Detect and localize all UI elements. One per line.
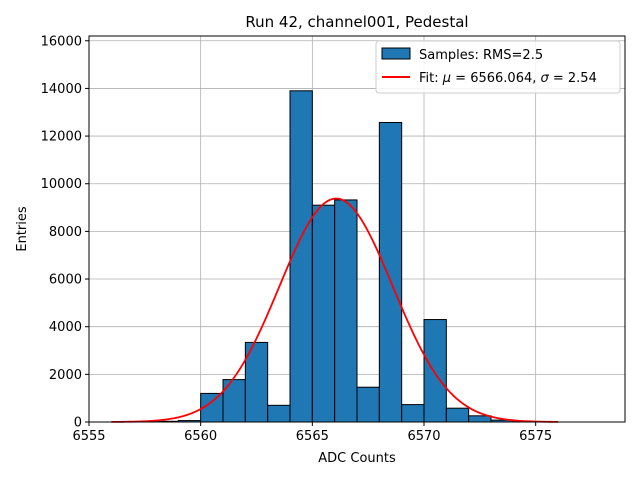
x-axis-title: ADC Counts <box>318 451 396 466</box>
legend-fit-prefix: Fit: <box>419 71 443 86</box>
histogram-bar <box>311 204 336 423</box>
legend-fit-sigma-value: = 2.54 <box>549 71 597 86</box>
y-tick-label: 8000 <box>49 225 82 240</box>
histogram-bar <box>222 379 246 423</box>
legend-label-fit: Fit: μ = 6566.064, σ = 2.54 <box>419 71 597 86</box>
legend-label-histogram: Samples: RMS=2.5 <box>419 48 543 63</box>
y-tick-label: 12000 <box>41 130 82 145</box>
y-tick-label: 6000 <box>49 273 82 288</box>
y-axis-ticks: 0 2000 4000 6000 8000 10000 12000 14000 16000 <box>41 34 89 431</box>
legend: Samples: RMS=2.5 Fit: μ = 6566.064, σ = … <box>375 40 621 94</box>
legend-box <box>375 40 621 94</box>
x-tick-label: 6575 <box>519 429 552 444</box>
legend-swatch-histogram <box>381 47 411 60</box>
x-tick-label: 6555 <box>72 429 105 444</box>
y-tick-label: 2000 <box>49 368 82 383</box>
x-tick-label: 6565 <box>296 429 329 444</box>
x-axis-ticks: 6555 6560 6565 6570 6575 <box>72 422 552 444</box>
chart-title: Run 42, channel001, Pedestal <box>245 13 468 31</box>
histogram-bar <box>289 90 313 423</box>
y-tick-label: 4000 <box>49 320 82 335</box>
histogram-bar <box>267 404 291 423</box>
y-tick-label: 16000 <box>41 34 82 49</box>
y-tick-label: 10000 <box>41 177 82 192</box>
histogram-bar <box>378 121 403 423</box>
x-tick-label: 6570 <box>407 429 440 444</box>
histogram-bars <box>133 90 559 423</box>
histogram-bar <box>356 386 380 423</box>
y-tick-label: 14000 <box>41 82 82 97</box>
y-axis-title: Entries <box>15 206 30 252</box>
legend-fit-mu-symbol: μ <box>442 71 451 86</box>
fit-curve-group <box>111 197 559 423</box>
x-tick-label: 6560 <box>184 429 217 444</box>
histogram-bar <box>468 415 492 423</box>
histogram-bar <box>423 319 447 423</box>
histogram-bar <box>445 407 470 423</box>
histogram-bar <box>401 404 425 423</box>
y-tick-label: 0 <box>74 416 82 431</box>
plot-frame <box>88 35 626 423</box>
histogram-bar <box>334 199 358 423</box>
fit-curve <box>111 197 559 423</box>
legend-fit-mu-value: = 6566.064, <box>451 71 540 86</box>
legend-fit-sigma-symbol: σ <box>541 71 550 86</box>
